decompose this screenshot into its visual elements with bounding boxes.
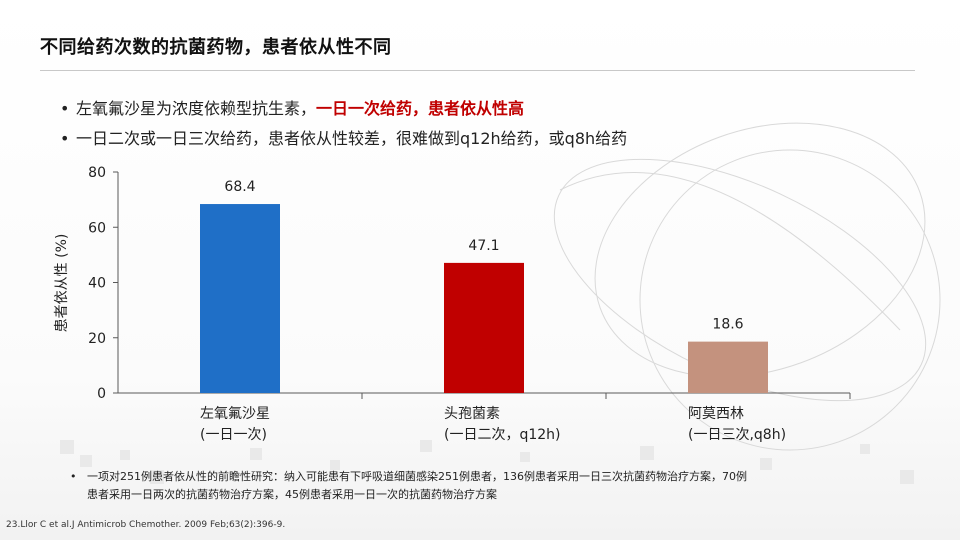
y-axis-label: 患者依从性 (%) (54, 234, 70, 333)
bullet-emphasis: 一日一次给药，患者依从性高 (316, 99, 525, 118)
footnote-line: 一项对251例患者依从性的前瞻性研究：纳入可能患有下呼吸道细菌感染251例患者，… (70, 468, 747, 486)
bar (688, 341, 768, 393)
x-tick-label: (一日二次，q12h) (444, 427, 561, 443)
x-tick-label: 左氧氟沙星 (200, 406, 270, 422)
data-label: 68.4 (224, 179, 255, 195)
bullet-item: 左氧氟沙星为浓度依赖型抗生素，一日一次给药，患者依从性高 (60, 94, 627, 124)
y-tick-label: 60 (88, 220, 106, 236)
x-tick-label: 阿莫西林 (688, 406, 744, 422)
title-divider (40, 70, 915, 71)
y-tick-label: 40 (88, 276, 106, 292)
data-label: 18.6 (712, 317, 743, 333)
x-tick-label: (一日三次,q8h) (688, 427, 786, 443)
footnote-line: 患者采用一日两次的抗菌药物治疗方案，45例患者采用一日一次的抗菌药物治疗方案 (87, 488, 497, 501)
citation: 23.Llor C et al.J Antimicrob Chemother. … (6, 520, 286, 530)
y-tick-label: 0 (97, 386, 106, 402)
page-title: 不同给药次数的抗菌药物，患者依从性不同 (40, 37, 392, 58)
bullet-text: 左氧氟沙星为浓度依赖型抗生素， (76, 99, 317, 118)
data-label: 47.1 (468, 238, 499, 254)
bullet-list: 左氧氟沙星为浓度依赖型抗生素，一日一次给药，患者依从性高 一日二次或一日三次给药… (60, 94, 627, 154)
bar (200, 204, 280, 393)
bullet-text: 一日二次或一日三次给药，患者依从性较差，很难做到q12h给药，或q8h给药 (76, 129, 628, 148)
x-tick-label: (一日一次) (200, 427, 267, 443)
x-tick-label: 头孢菌素 (444, 406, 500, 422)
bar (444, 262, 524, 393)
y-tick-label: 80 (88, 165, 106, 181)
footnote: 一项对251例患者依从性的前瞻性研究：纳入可能患有下呼吸道细菌感染251例患者，… (70, 468, 747, 504)
y-tick-label: 20 (88, 331, 106, 347)
bullet-item: 一日二次或一日三次给药，患者依从性较差，很难做到q12h给药，或q8h给药 (60, 124, 627, 154)
